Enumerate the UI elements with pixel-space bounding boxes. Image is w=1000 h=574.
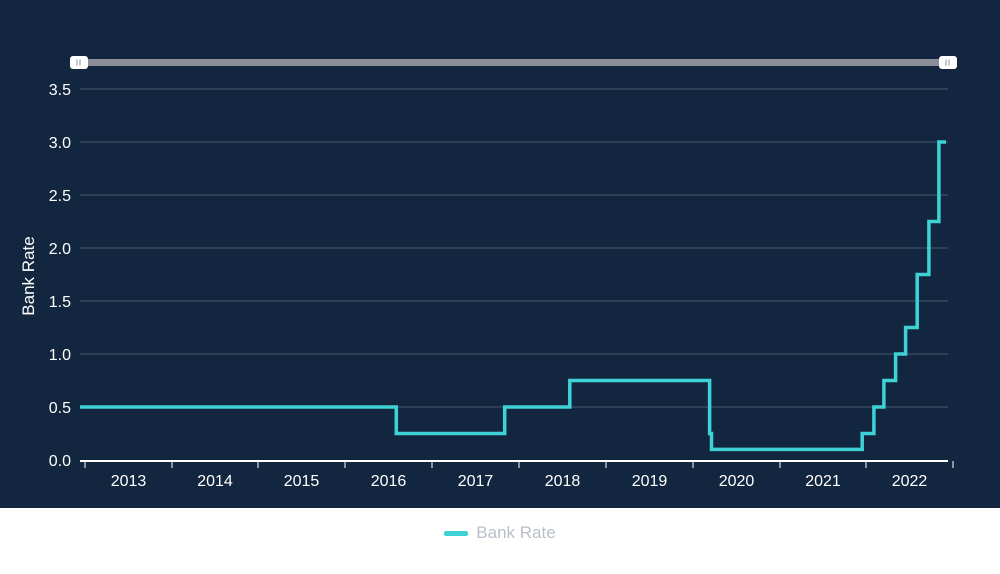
series-bank-rate bbox=[80, 140, 946, 452]
x-tick-label: 2020 bbox=[719, 473, 755, 490]
y-tick-label: 3.0 bbox=[49, 135, 71, 152]
x-tick-label: 2019 bbox=[632, 473, 668, 490]
grid-lines bbox=[80, 88, 948, 408]
x-tick-label: 2014 bbox=[197, 473, 233, 490]
legend-item-bank-rate[interactable]: Bank Rate bbox=[476, 523, 556, 542]
series-line-bank-rate bbox=[80, 140, 946, 452]
range-scrollbar[interactable] bbox=[70, 56, 957, 69]
scrollbar-track[interactable] bbox=[75, 59, 955, 66]
x-tick-label: 2015 bbox=[284, 473, 320, 490]
x-tick-label: 2021 bbox=[805, 473, 841, 490]
y-axis-ticks: 0.0 0.5 1.0 1.5 2.0 2.5 3.0 3.5 bbox=[49, 82, 71, 470]
x-tick-label: 2016 bbox=[371, 473, 407, 490]
scrollbar-handle-right[interactable] bbox=[939, 56, 957, 69]
y-axis-title: Bank Rate bbox=[19, 236, 38, 315]
y-tick-label: 1.5 bbox=[49, 294, 71, 311]
bank-rate-chart: 0.00.51.01.52.02.53.03.5 2013 2014 2015 201… bbox=[19, 56, 957, 490]
y-tick-label: 3.5 bbox=[49, 82, 71, 99]
legend[interactable]: Bank Rate bbox=[0, 518, 1000, 548]
y-tick-label: 1.0 bbox=[49, 347, 71, 364]
y-tick-label: 0.0 bbox=[49, 453, 71, 470]
scrollbar-handle-left[interactable] bbox=[70, 56, 88, 69]
x-tick-label: 2013 bbox=[111, 473, 147, 490]
y-tick-label: 2.5 bbox=[49, 188, 71, 205]
x-tick-label: 2017 bbox=[458, 473, 494, 490]
y-tick-label: 0.5 bbox=[49, 400, 71, 417]
x-axis: 2013 2014 2015 2016 2017 2018 2019 2020 2021 2022 bbox=[80, 460, 954, 490]
y-tick-label: 2.0 bbox=[49, 241, 71, 258]
legend-swatch bbox=[444, 530, 469, 536]
x-tick-label: 2018 bbox=[545, 473, 581, 490]
chart-panel: 0.0 0.5 1.0 1.5 2.0 2.5 3.0 3.5 2013 2014 2015 201… bbox=[0, 0, 1000, 508]
x-tick-label: 2022 bbox=[892, 473, 928, 490]
